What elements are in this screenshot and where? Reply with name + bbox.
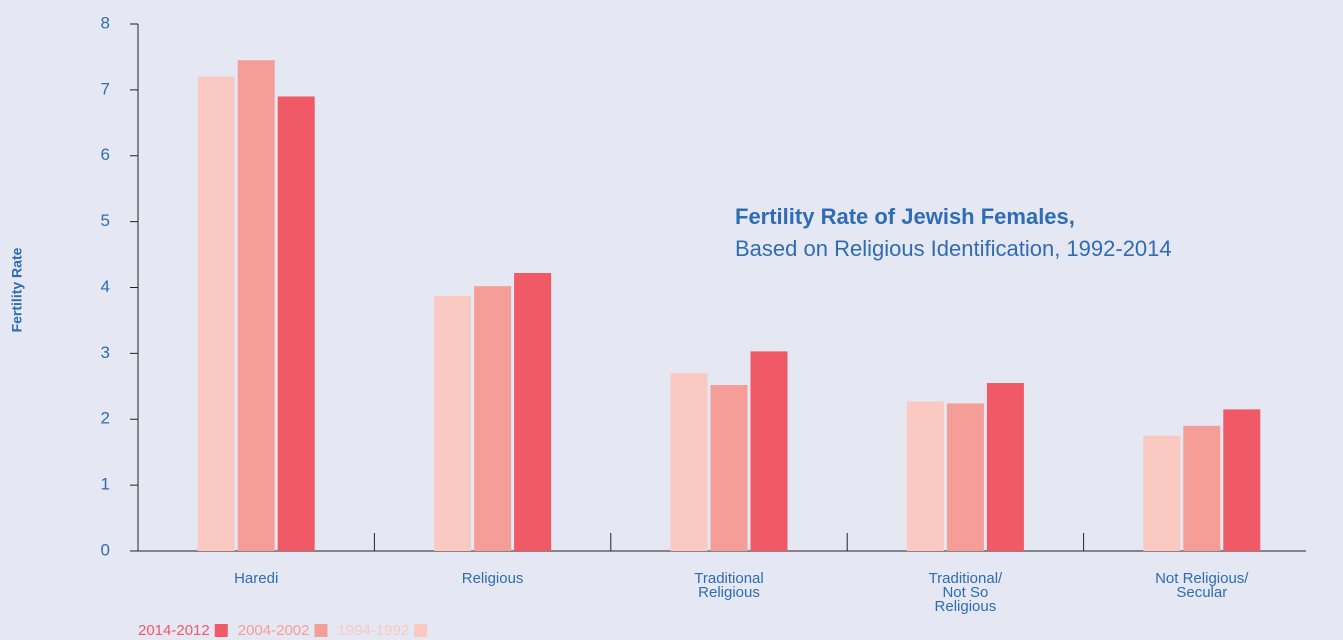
y-tick-label: 8	[101, 13, 110, 32]
bar	[710, 384, 748, 551]
bar	[514, 273, 552, 551]
bar	[1143, 435, 1181, 551]
legend-swatch	[314, 624, 328, 637]
y-tick-label: 1	[101, 475, 110, 494]
y-tick-label: 4	[101, 277, 110, 296]
legend-label: 2004-2002	[238, 622, 310, 639]
chart-title: Fertility Rate of Jewish Females,	[735, 204, 1075, 229]
legend-label: 1994-1992	[337, 622, 409, 639]
legend-label: 2014-2012	[138, 622, 210, 639]
y-tick-label: 2	[101, 409, 110, 428]
x-tick-label: Secular	[1176, 584, 1227, 601]
chart-subtitle: Based on Religious Identification, 1992-…	[735, 236, 1172, 261]
bar	[986, 383, 1024, 551]
x-tick-label: Religious	[698, 584, 760, 601]
bar	[237, 60, 275, 551]
y-tick-label: 3	[101, 343, 110, 362]
y-tick-label: 6	[101, 145, 110, 164]
x-tick-label: Traditional/	[929, 570, 1003, 587]
bar	[474, 286, 512, 551]
bar	[906, 401, 944, 551]
y-tick-label: 5	[101, 211, 110, 230]
bar	[670, 373, 708, 551]
legend-swatch	[414, 624, 428, 637]
x-tick-label: Not So	[942, 584, 988, 601]
bar	[1183, 425, 1221, 551]
x-tick-label: Not Religious/	[1155, 570, 1249, 587]
bar	[946, 403, 984, 551]
bar	[1223, 409, 1261, 551]
bar	[277, 96, 315, 552]
y-tick-label: 7	[101, 79, 110, 98]
x-tick-label: Haredi	[234, 570, 278, 587]
y-tick-label: 0	[101, 540, 110, 559]
bar	[197, 76, 235, 551]
y-axis-label: Fertility Rate	[9, 247, 25, 332]
x-tick-label: Religious	[935, 598, 997, 615]
x-tick-label: Traditional	[694, 570, 763, 587]
bar	[750, 351, 788, 551]
bar	[434, 296, 472, 551]
x-tick-label: Religious	[462, 570, 524, 587]
legend-swatch	[214, 624, 228, 637]
